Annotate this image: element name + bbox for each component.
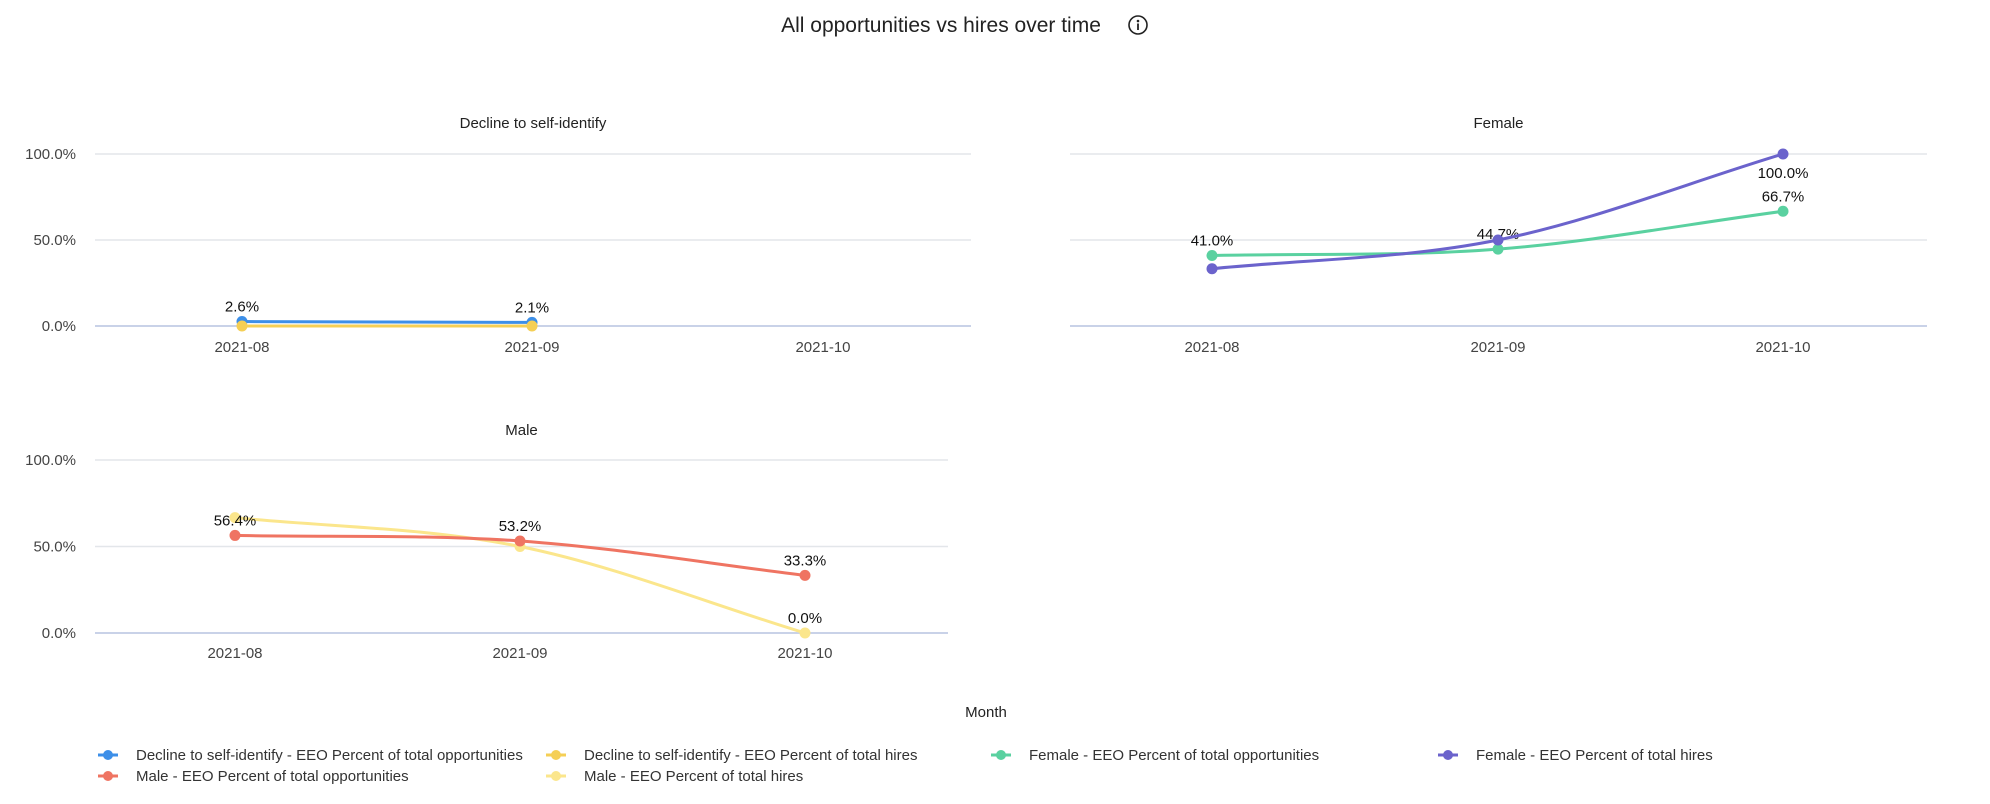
data-point[interactable]	[799, 569, 811, 581]
data-point[interactable]	[1492, 234, 1504, 246]
x-tick-label: 2021-09	[1470, 339, 1525, 356]
data-label: 41.0%	[1191, 232, 1234, 249]
legend-marker-icon	[103, 750, 113, 760]
legend-label: Male - EEO Percent of total hires	[584, 768, 803, 785]
data-point[interactable]	[514, 535, 526, 547]
x-tick-label: 2021-09	[492, 645, 547, 662]
y-tick-label: 0.0%	[42, 625, 76, 642]
legend-item[interactable]: Decline to self-identify - EEO Percent o…	[546, 747, 917, 764]
legend-label: Female - EEO Percent of total opportunit…	[1029, 747, 1319, 764]
data-label: 66.7%	[1762, 188, 1805, 205]
panel-decline-to-self-identify: Decline to self-identify 0.0% 50.0% 100.0% 2…	[25, 115, 971, 356]
data-point[interactable]	[236, 320, 248, 332]
x-tick-label: 2021-08	[207, 645, 262, 662]
legend: Decline to self-identify - EEO Percent o…	[98, 747, 1713, 785]
series-male-eeo-percent-of-total-opportunities: 56.4% 53.2% 33.3%	[214, 512, 827, 581]
legend-marker-icon	[996, 750, 1006, 760]
legend-marker-icon	[551, 750, 561, 760]
x-tick-label: 2021-09	[504, 339, 559, 356]
series-decline-to-self-identify-eeo-percent-of-total-hires	[236, 320, 538, 332]
data-label: 0.0%	[788, 610, 822, 627]
legend-marker-icon	[551, 771, 561, 781]
legend-item[interactable]: Male - EEO Percent of total opportunitie…	[98, 768, 409, 785]
panel-male: Male 0.0% 50.0% 100.0% 2021-08 2021-09 2021-10…	[25, 422, 948, 662]
y-tick-label: 50.0%	[33, 232, 76, 249]
data-point[interactable]	[799, 627, 811, 639]
panel-title: Female	[1473, 115, 1523, 132]
x-tick-label: 2021-08	[1184, 339, 1239, 356]
legend-item[interactable]: Male - EEO Percent of total hires	[546, 768, 803, 785]
x-tick-label: 2021-08	[214, 339, 269, 356]
data-label: 56.4%	[214, 512, 257, 529]
data-label: 33.3%	[784, 552, 827, 569]
series-female-eeo-percent-of-total-opportunities: 41.0%44.7%66.7%	[1191, 188, 1805, 261]
data-point[interactable]	[1206, 263, 1218, 275]
data-point[interactable]	[229, 512, 241, 524]
y-tick-label: 0.0%	[42, 318, 76, 335]
legend-item[interactable]: Female - EEO Percent of total hires	[1438, 747, 1713, 764]
x-tick-label: 2021-10	[795, 339, 850, 356]
x-tick-label: 2021-10	[1755, 339, 1810, 356]
legend-label: Female - EEO Percent of total hires	[1476, 747, 1713, 764]
data-point[interactable]	[229, 529, 241, 541]
panel-female: Female 2021-08 2021-09 2021-10 41.0%44.7%66.…	[1070, 115, 1927, 356]
data-point[interactable]	[1777, 148, 1789, 160]
panel-title: Decline to self-identify	[460, 115, 607, 132]
legend-label: Decline to self-identify - EEO Percent o…	[136, 747, 523, 764]
data-label: 100.0%	[1758, 165, 1809, 182]
data-point[interactable]	[1777, 205, 1789, 217]
panel-title: Male	[505, 422, 538, 439]
data-point[interactable]	[1206, 249, 1218, 261]
data-label: 2.1%	[515, 299, 549, 316]
chart-title: All opportunities vs hires over time	[781, 14, 1101, 37]
data-point[interactable]	[1492, 243, 1504, 255]
legend-label: Male - EEO Percent of total opportunitie…	[136, 768, 409, 785]
data-point[interactable]	[526, 320, 538, 332]
legend-item[interactable]: Female - EEO Percent of total opportunit…	[991, 747, 1319, 764]
data-label: 2.6%	[225, 299, 259, 316]
x-tick-label: 2021-10	[777, 645, 832, 662]
series-female-eeo-percent-of-total-hires: 100.0%	[1206, 148, 1809, 275]
legend-label: Decline to self-identify - EEO Percent o…	[584, 747, 917, 764]
x-axis-label: Month	[965, 704, 1007, 721]
series-line	[241, 320, 533, 324]
y-tick-label: 100.0%	[25, 452, 76, 469]
legend-marker-icon	[103, 771, 113, 781]
legend-marker-icon	[1443, 750, 1453, 760]
info-circle-icon[interactable]	[1128, 15, 1148, 35]
data-label: 53.2%	[499, 518, 542, 535]
legend-item[interactable]: Decline to self-identify - EEO Percent o…	[98, 747, 523, 764]
y-tick-label: 100.0%	[25, 146, 76, 163]
series-decline-to-self-identify-eeo-percent-of-total-opportunities: 2.6% 2.1%	[225, 299, 549, 328]
y-tick-label: 50.0%	[33, 539, 76, 556]
